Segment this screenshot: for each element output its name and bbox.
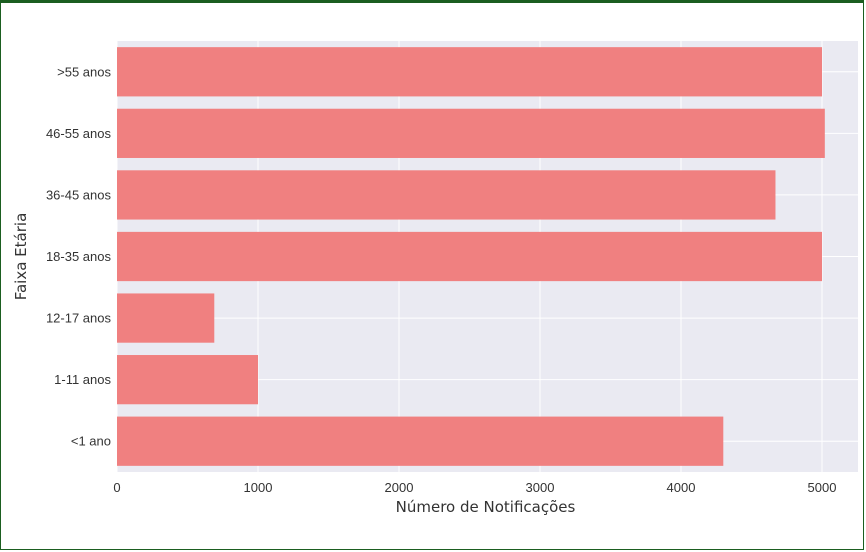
bar <box>117 231 822 282</box>
y-tick-label: 12-17 anos <box>46 311 112 326</box>
bar <box>117 170 776 220</box>
y-axis-label: Faixa Etária <box>12 213 30 301</box>
bar <box>117 47 822 97</box>
bar <box>117 416 724 466</box>
y-tick-label: 36-45 anos <box>46 187 112 202</box>
bars <box>117 47 825 466</box>
y-tick-labels: >55 anos 46-55 anos 36-45 anos 18-35 anos 12… <box>46 64 112 448</box>
y-tick-label: >55 anos <box>57 64 111 79</box>
x-tick-labels: 0 1000 2000 3000 4000 5000 <box>113 480 836 495</box>
x-tick-label: 5000 <box>808 480 837 495</box>
y-tick-label: 46-55 anos <box>46 126 112 141</box>
x-tick-label: 2000 <box>385 480 414 495</box>
bar <box>117 293 215 343</box>
x-tick-label: 1000 <box>244 480 273 495</box>
x-axis-label: Número de Notificações <box>396 498 576 516</box>
bar <box>117 108 825 158</box>
y-tick-label: 18-35 anos <box>46 249 112 264</box>
x-tick-label: 3000 <box>526 480 555 495</box>
y-tick-label: <1 ano <box>71 434 111 449</box>
x-tick-label: 4000 <box>667 480 696 495</box>
x-tick-label: 0 <box>113 480 120 495</box>
y-tick-label: 1-11 anos <box>54 372 111 387</box>
bar <box>117 355 258 405</box>
